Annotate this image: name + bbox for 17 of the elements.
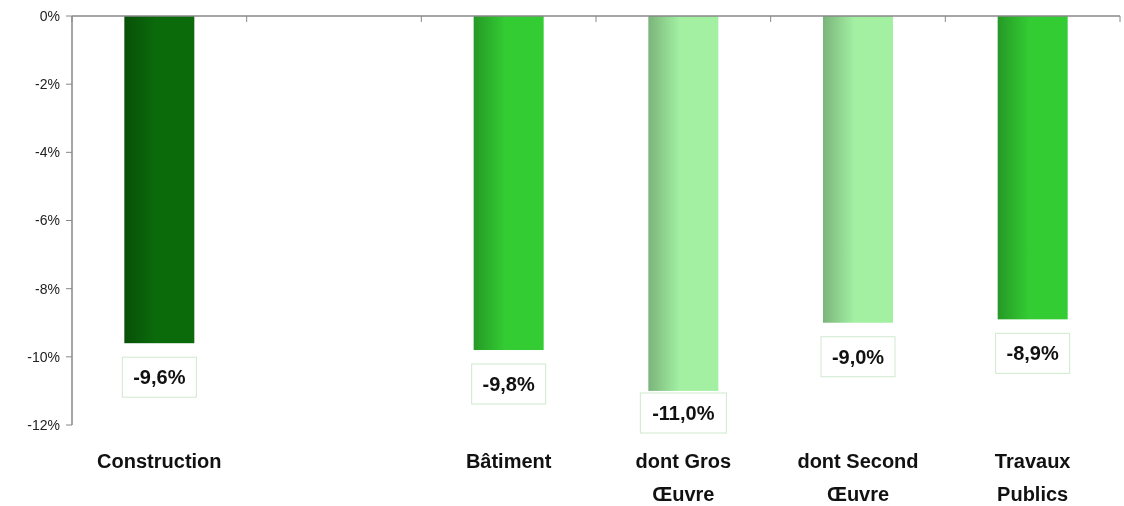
y-tick-label: 0% [39, 7, 60, 24]
x-tick-label: dont Gros Œuvre [635, 450, 732, 505]
data-label: -9,6% [133, 366, 186, 389]
data-label: -9,0% [831, 345, 885, 368]
y-tick-label: -4% [35, 144, 60, 161]
y-tick-label: -10% [27, 348, 60, 365]
x-tick-label: Construction [97, 450, 222, 472]
y-tick-label: -2% [35, 76, 60, 93]
y-tick-label: -8% [35, 280, 60, 297]
y-tick-label: -6% [35, 212, 60, 229]
x-tick-label: Bâtiment [465, 450, 552, 472]
data-label: -8,9% [1006, 342, 1059, 365]
data-label: -9,8% [482, 373, 535, 396]
y-tick-label: -12% [27, 416, 60, 433]
x-tick-label: dont Second Œuvre [797, 450, 919, 505]
data-label: -11,0% [652, 402, 715, 424]
x-tick-label: Travaux Publics [994, 450, 1071, 505]
